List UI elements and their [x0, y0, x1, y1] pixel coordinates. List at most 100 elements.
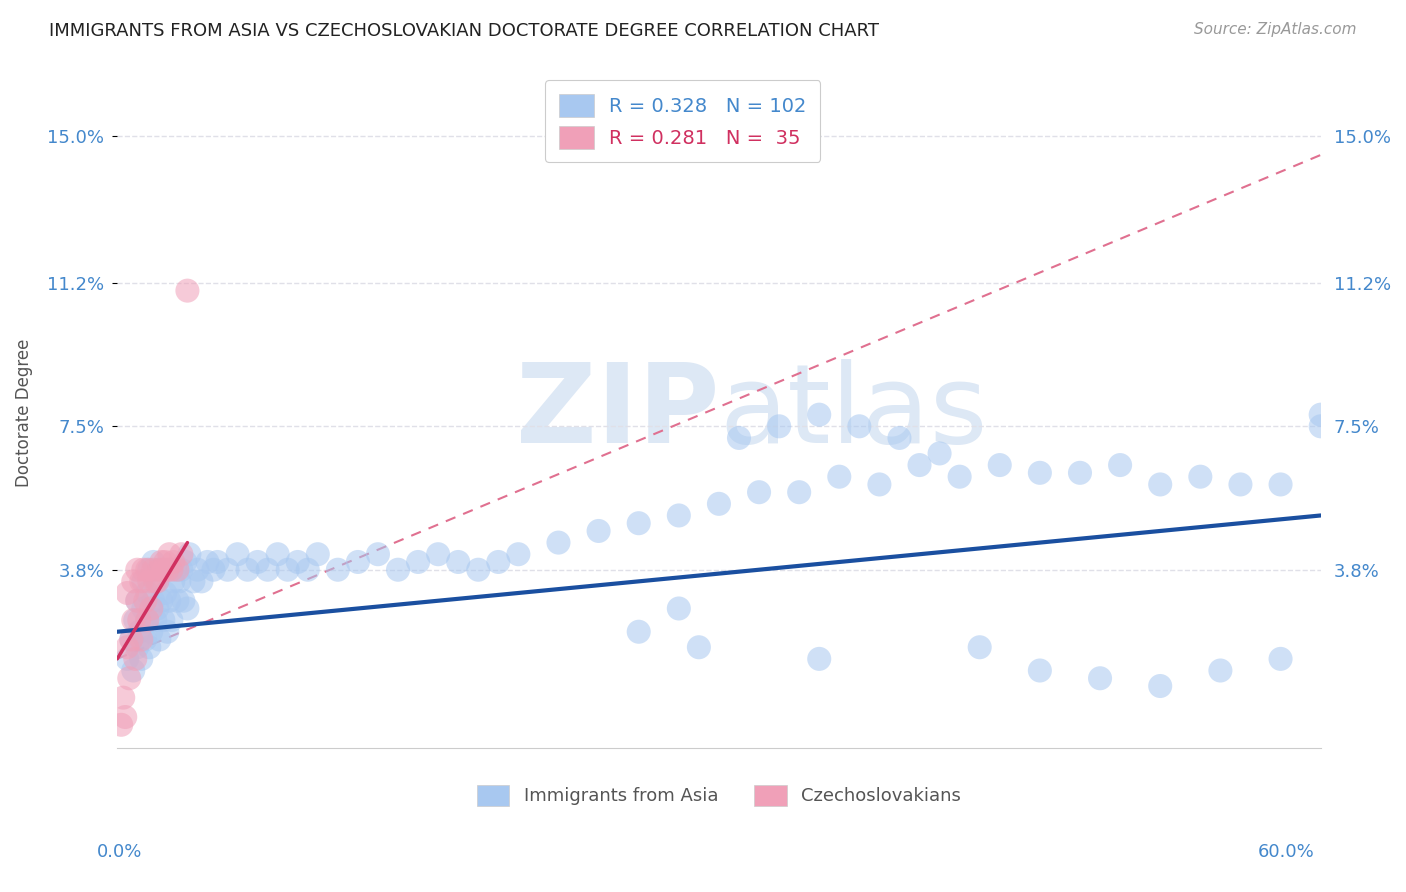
Point — [141, 601, 163, 615]
Point — [988, 458, 1011, 472]
Y-axis label: Doctorate Degree: Doctorate Degree — [15, 339, 32, 487]
Point — [132, 563, 155, 577]
Text: 0.0%: 0.0% — [97, 843, 142, 861]
Point — [787, 485, 810, 500]
Point — [127, 640, 149, 655]
Point — [307, 547, 329, 561]
Point — [1309, 408, 1331, 422]
Point — [256, 563, 278, 577]
Point — [138, 574, 160, 589]
Point — [112, 690, 135, 705]
Point — [165, 563, 187, 577]
Point — [162, 555, 184, 569]
Point — [172, 593, 194, 607]
Text: IMMIGRANTS FROM ASIA VS CZECHOSLOVAKIAN DOCTORATE DEGREE CORRELATION CHART: IMMIGRANTS FROM ASIA VS CZECHOSLOVAKIAN … — [49, 22, 879, 40]
Text: Source: ZipAtlas.com: Source: ZipAtlas.com — [1194, 22, 1357, 37]
Point — [176, 284, 198, 298]
Point — [166, 593, 188, 607]
Point — [155, 555, 177, 569]
Point — [150, 593, 173, 607]
Point — [132, 601, 155, 615]
Point — [152, 613, 174, 627]
Point — [1088, 671, 1111, 685]
Text: ZIP: ZIP — [516, 359, 718, 467]
Point — [889, 431, 911, 445]
Point — [115, 640, 138, 655]
Point — [166, 563, 188, 577]
Point — [387, 563, 409, 577]
Point — [808, 652, 831, 666]
Point — [588, 524, 610, 538]
Point — [174, 555, 197, 569]
Point — [768, 419, 790, 434]
Point — [169, 574, 191, 589]
Point — [136, 586, 159, 600]
Point — [486, 555, 509, 569]
Point — [226, 547, 249, 561]
Point — [148, 563, 170, 577]
Point — [170, 547, 193, 561]
Point — [266, 547, 288, 561]
Point — [134, 632, 156, 647]
Point — [148, 563, 170, 577]
Point — [136, 563, 159, 577]
Point — [148, 632, 170, 647]
Point — [728, 431, 751, 445]
Point — [120, 632, 142, 647]
Point — [114, 710, 136, 724]
Point — [1029, 664, 1052, 678]
Point — [277, 563, 299, 577]
Point — [668, 601, 690, 615]
Point — [134, 593, 156, 607]
Point — [1189, 469, 1212, 483]
Point — [1270, 477, 1292, 491]
Point — [136, 613, 159, 627]
Point — [176, 601, 198, 615]
Point — [1229, 477, 1251, 491]
Point — [207, 555, 229, 569]
Point — [297, 563, 319, 577]
Point — [136, 613, 159, 627]
Point — [138, 563, 160, 577]
Text: atlas: atlas — [718, 359, 987, 467]
Point — [132, 574, 155, 589]
Point — [828, 469, 851, 483]
Point — [142, 563, 165, 577]
Point — [447, 555, 470, 569]
Point — [160, 613, 183, 627]
Point — [155, 586, 177, 600]
Point — [146, 574, 169, 589]
Point — [146, 601, 169, 615]
Point — [143, 574, 166, 589]
Point — [141, 624, 163, 639]
Point — [186, 563, 208, 577]
Point — [122, 664, 145, 678]
Point — [118, 671, 141, 685]
Point — [217, 563, 239, 577]
Point — [142, 555, 165, 569]
Point — [129, 632, 152, 647]
Point — [406, 555, 429, 569]
Point — [467, 563, 489, 577]
Point — [129, 574, 152, 589]
Point — [668, 508, 690, 523]
Point — [128, 624, 150, 639]
Point — [748, 485, 770, 500]
Point — [808, 408, 831, 422]
Point — [122, 613, 145, 627]
Point — [928, 446, 950, 460]
Point — [1109, 458, 1132, 472]
Point — [1270, 652, 1292, 666]
Point — [908, 458, 931, 472]
Point — [156, 563, 179, 577]
Point — [146, 574, 169, 589]
Point — [170, 563, 193, 577]
Point — [1149, 477, 1171, 491]
Point — [848, 419, 870, 434]
Point — [367, 547, 389, 561]
Point — [115, 586, 138, 600]
Point — [627, 624, 650, 639]
Point — [142, 593, 165, 607]
Point — [183, 574, 205, 589]
Point — [129, 652, 152, 666]
